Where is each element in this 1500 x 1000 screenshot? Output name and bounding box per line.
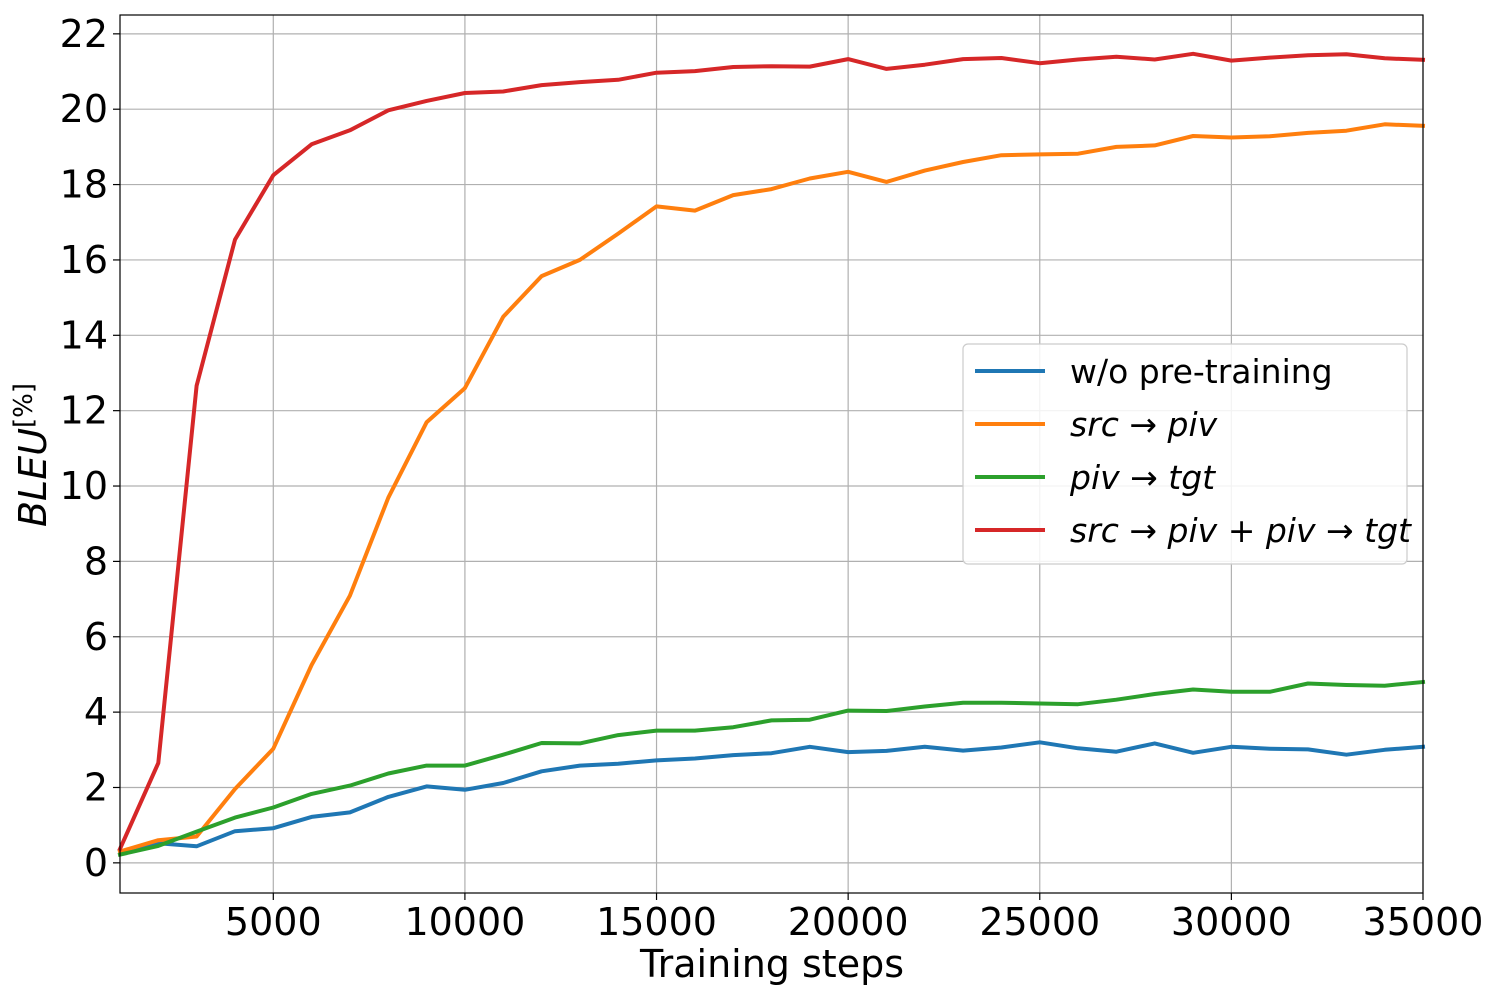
y-tick-label: 4 (84, 690, 108, 734)
legend-label-2: src → piv (1070, 405, 1218, 444)
y-tick-label: 16 (60, 238, 108, 282)
x-tick-label: 25000 (979, 900, 1100, 944)
y-axis-title-unit: [%] (9, 383, 39, 428)
legend: w/o pre-training src → piv piv → tgt src → … (962, 343, 1412, 565)
y-tick-label: 2 (84, 765, 108, 809)
legend-label-1: w/o pre-training (1070, 352, 1333, 391)
x-tick-label: 10000 (404, 900, 525, 944)
y-tick-label: 20 (60, 87, 108, 131)
y-tick-label: 0 (84, 841, 108, 885)
x-tick-label: 15000 (596, 900, 717, 944)
x-axis-ticks: 5000 10000 15000 20000 25000 30000 35000 (225, 893, 1484, 944)
legend-items: w/o pre-training src → piv piv → tgt src → … (975, 352, 1412, 550)
series-line-1 (117, 740, 1426, 854)
series-line-3 (117, 679, 1426, 857)
y-tick-label: 10 (60, 464, 108, 508)
x-tick-label: 20000 (788, 900, 909, 944)
y-tick-label: 8 (84, 539, 108, 583)
y-axis-title: BLEU[%] (9, 383, 55, 527)
y-tick-label: 14 (60, 313, 108, 357)
y-axis-title-main: BLEU (11, 428, 55, 527)
series-line-2 (117, 122, 1426, 854)
y-tick-label: 18 (60, 163, 108, 207)
y-tick-label: 12 (60, 389, 108, 433)
x-tick-label: 30000 (1171, 900, 1292, 944)
legend-box (962, 343, 1408, 565)
y-axis-ticks: 0 2 4 6 8 10 12 14 16 18 20 22 (60, 12, 120, 885)
plot-frame (119, 14, 1424, 894)
x-tick-label: 35000 (1363, 900, 1484, 944)
y-tick-label: 22 (60, 12, 108, 56)
legend-label-3: piv → tgt (1069, 458, 1216, 497)
x-tick-label: 5000 (225, 900, 322, 944)
series-line-4 (117, 51, 1426, 852)
x-axis-title: Training steps (639, 942, 904, 986)
y-tick-label: 6 (84, 615, 108, 659)
series-lines (117, 51, 1426, 857)
legend-label-4: src → piv + piv → tgt (1070, 511, 1412, 550)
